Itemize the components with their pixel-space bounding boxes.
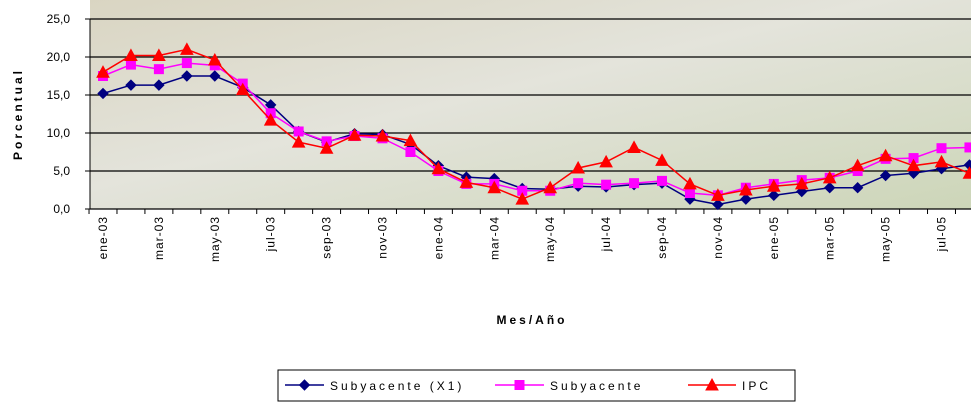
data-point [124, 48, 138, 61]
data-point [209, 70, 221, 82]
legend-label: Subyacente [550, 379, 643, 393]
x-tick-label: sep-04 [655, 216, 669, 259]
data-point [153, 64, 164, 75]
data-point [181, 70, 193, 82]
x-tick-label: ene-05 [767, 216, 781, 259]
data-point [403, 133, 418, 147]
data-point [96, 65, 110, 78]
x-tick-label: ene-04 [431, 216, 445, 259]
x-tick-label: nov-03 [376, 216, 390, 259]
legend-marker [298, 379, 311, 391]
data-point [293, 126, 304, 137]
x-tick-label: ene-03 [96, 216, 110, 259]
y-tick-label: 0,0 [53, 202, 70, 216]
data-point [629, 178, 640, 189]
y-tick-label: 5,0 [53, 164, 70, 178]
data-point [431, 161, 446, 175]
data-point [375, 128, 390, 142]
data-point [739, 182, 753, 196]
data-point [181, 58, 192, 69]
data-point [740, 193, 752, 205]
data-point [936, 143, 947, 154]
legend-label: Subyacente (X1) [330, 379, 464, 393]
data-point [125, 79, 137, 91]
data-point [235, 82, 250, 96]
data-point [766, 179, 781, 192]
data-point [794, 176, 809, 190]
data-point [906, 158, 921, 172]
data-point [657, 175, 667, 186]
data-point [655, 153, 669, 166]
data-point [153, 79, 165, 91]
legend-marker [514, 380, 525, 390]
x-tick-label: mar-03 [152, 216, 166, 260]
data-point [319, 141, 334, 154]
y-tick-label: 20,0 [47, 50, 71, 64]
data-point [878, 148, 893, 162]
x-tick-label: mar-04 [487, 216, 501, 260]
y-tick-label: 10,0 [47, 126, 71, 140]
data-point [768, 189, 780, 202]
y-tick-label: 25,0 [47, 12, 71, 26]
x-tick-label: jul-05 [935, 216, 949, 252]
data-point [879, 169, 892, 182]
data-point [684, 188, 695, 199]
data-point [683, 176, 697, 190]
data-point [627, 140, 641, 153]
data-point [97, 87, 109, 100]
data-point [571, 160, 585, 174]
x-axis-title: Mes/Año [496, 313, 567, 327]
x-tick-label: mar-05 [823, 216, 837, 260]
data-point [152, 48, 166, 61]
data-point [347, 128, 362, 141]
data-point [180, 42, 194, 55]
data-point [601, 179, 612, 190]
data-point [822, 170, 837, 184]
data-point [405, 147, 416, 157]
data-point [291, 135, 306, 148]
data-point [934, 154, 949, 168]
data-point [543, 180, 558, 194]
x-tick-label: jul-03 [264, 216, 278, 252]
legend-marker [705, 377, 719, 391]
data-point [515, 192, 530, 205]
data-point [964, 142, 971, 153]
data-point [459, 175, 474, 188]
data-point [125, 59, 136, 70]
plot-background [90, 0, 971, 209]
x-tick-label: jul-04 [599, 216, 613, 252]
x-tick-label: sep-03 [320, 216, 334, 259]
y-axis-title: Porcentual [11, 68, 25, 160]
data-point [851, 182, 864, 194]
data-point [487, 180, 502, 194]
x-tick-label: nov-04 [711, 216, 725, 259]
data-point [712, 198, 724, 211]
data-point [962, 166, 971, 179]
data-point [573, 178, 584, 189]
data-point [263, 113, 278, 126]
data-point [711, 188, 725, 201]
y-tick-label: 15,0 [47, 88, 71, 102]
data-point [850, 158, 865, 172]
x-tick-label: may-05 [879, 216, 893, 262]
data-point [599, 154, 613, 168]
data-point [207, 52, 222, 66]
data-point [823, 182, 836, 194]
legend-label: IPC [742, 379, 771, 393]
x-tick-label: may-04 [543, 216, 557, 262]
x-tick-label: may-03 [208, 216, 222, 262]
